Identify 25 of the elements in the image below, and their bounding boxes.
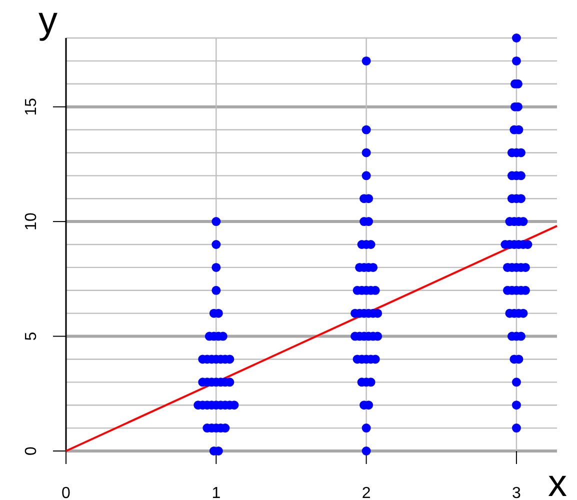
y-tick-label: 5: [23, 332, 40, 341]
x-tick-label: 2: [362, 485, 371, 500]
point: [512, 34, 521, 42]
point: [212, 262, 221, 272]
point: [512, 400, 521, 410]
point: [512, 56, 521, 66]
point: [212, 286, 221, 295]
point: [362, 148, 371, 158]
y-tick-label: 15: [23, 98, 40, 116]
point: [212, 240, 221, 249]
point: [512, 424, 521, 433]
y-axis-title: y: [38, 0, 58, 42]
point: [362, 446, 371, 456]
point: [362, 424, 371, 433]
x-tick-label: 1: [212, 485, 221, 500]
point: [512, 378, 521, 387]
point: [212, 217, 221, 226]
x-tick-label: 3: [512, 485, 522, 500]
x-axis-title: x: [548, 463, 567, 500]
y-tick-label: 0: [23, 446, 40, 456]
y-tick-label: 10: [23, 212, 40, 230]
point: [362, 171, 371, 180]
point: [362, 125, 371, 134]
point: [362, 56, 371, 66]
x-tick-label: 0: [62, 485, 71, 500]
